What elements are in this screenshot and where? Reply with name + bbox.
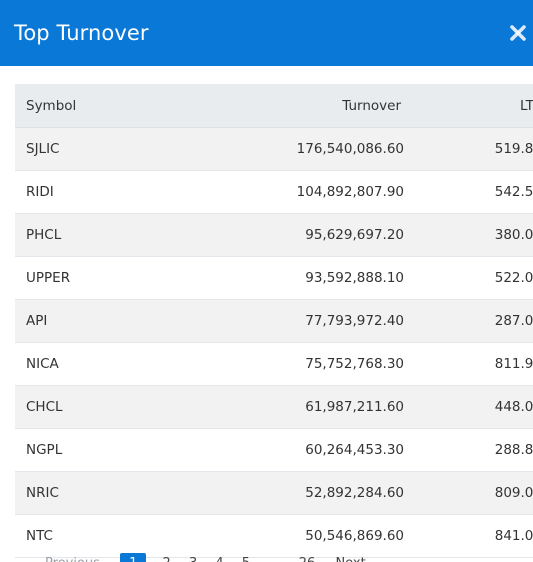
pagination-page-1[interactable]: 1 (120, 553, 147, 562)
table-row: API 77,793,972.40 287.00 (15, 299, 533, 343)
pagination-page-4[interactable]: 4 (215, 553, 223, 562)
table-row: NTC 50,546,869.60 841.00 (15, 514, 533, 558)
cell-symbol[interactable]: API (15, 299, 186, 343)
cell-turnover: 176,540,086.60 (186, 127, 404, 171)
table-header-row: Symbol Turnover LTP (15, 84, 533, 128)
pagination-next[interactable]: Next (335, 553, 365, 562)
cell-ltp: 522.00 (404, 256, 533, 300)
cell-symbol[interactable]: NTC (15, 514, 186, 558)
close-icon (510, 25, 526, 41)
cell-symbol[interactable]: NICA (15, 342, 186, 386)
table-row: NRIC 52,892,284.60 809.00 (15, 471, 533, 515)
cell-symbol[interactable]: PHCL (15, 213, 186, 257)
cell-turnover: 75,752,768.30 (186, 342, 404, 386)
pagination-previous[interactable]: Previous (45, 553, 100, 562)
cell-symbol[interactable]: NGPL (15, 428, 186, 472)
cell-ltp: 288.80 (404, 428, 533, 472)
pagination-page-5[interactable]: 5 (242, 553, 250, 562)
column-header-ltp[interactable]: LTP (404, 84, 533, 128)
cell-turnover: 60,264,453.30 (186, 428, 404, 472)
cell-symbol[interactable]: NRIC (15, 471, 186, 515)
table-row: CHCL 61,987,211.60 448.00 (15, 385, 533, 429)
turnover-table-container: Symbol Turnover LTP SJLIC 176,540,086.60… (15, 84, 533, 558)
pagination-page-3[interactable]: 3 (189, 553, 197, 562)
cell-ltp: 380.00 (404, 213, 533, 257)
pagination: Previous 1 2 3 4 5 ... 26 Next (45, 553, 366, 562)
modal-title: Top Turnover (14, 21, 149, 45)
table-row: UPPER 93,592,888.10 522.00 (15, 256, 533, 300)
cell-symbol[interactable]: SJLIC (15, 127, 186, 171)
cell-ltp: 287.00 (404, 299, 533, 343)
cell-turnover: 93,592,888.10 (186, 256, 404, 300)
cell-turnover: 52,892,284.60 (186, 471, 404, 515)
modal-header: Top Turnover (0, 0, 533, 66)
cell-ltp: 811.90 (404, 342, 533, 386)
cell-turnover: 95,629,697.20 (186, 213, 404, 257)
cell-turnover: 77,793,972.40 (186, 299, 404, 343)
column-header-symbol[interactable]: Symbol (15, 84, 186, 128)
column-header-turnover[interactable]: Turnover (186, 84, 404, 128)
cell-ltp: 841.00 (404, 514, 533, 558)
cell-symbol[interactable]: CHCL (15, 385, 186, 429)
cell-turnover: 61,987,211.60 (186, 385, 404, 429)
pagination-ellipsis: ... (268, 553, 280, 562)
cell-symbol[interactable]: UPPER (15, 256, 186, 300)
close-button[interactable] (507, 22, 529, 44)
cell-symbol[interactable]: RIDI (15, 170, 186, 214)
turnover-table: Symbol Turnover LTP SJLIC 176,540,086.60… (15, 84, 533, 558)
cell-turnover: 104,892,807.90 (186, 170, 404, 214)
table-row: NGPL 60,264,453.30 288.80 (15, 428, 533, 472)
table-row: SJLIC 176,540,086.60 519.80 (15, 127, 533, 171)
pagination-page-2[interactable]: 2 (163, 553, 171, 562)
cell-ltp: 448.00 (404, 385, 533, 429)
pagination-page-last[interactable]: 26 (299, 553, 316, 562)
cell-ltp: 519.80 (404, 127, 533, 171)
table-row: RIDI 104,892,807.90 542.50 (15, 170, 533, 214)
table-row: PHCL 95,629,697.20 380.00 (15, 213, 533, 257)
cell-turnover: 50,546,869.60 (186, 514, 404, 558)
cell-ltp: 542.50 (404, 170, 533, 214)
table-row: NICA 75,752,768.30 811.90 (15, 342, 533, 386)
cell-ltp: 809.00 (404, 471, 533, 515)
